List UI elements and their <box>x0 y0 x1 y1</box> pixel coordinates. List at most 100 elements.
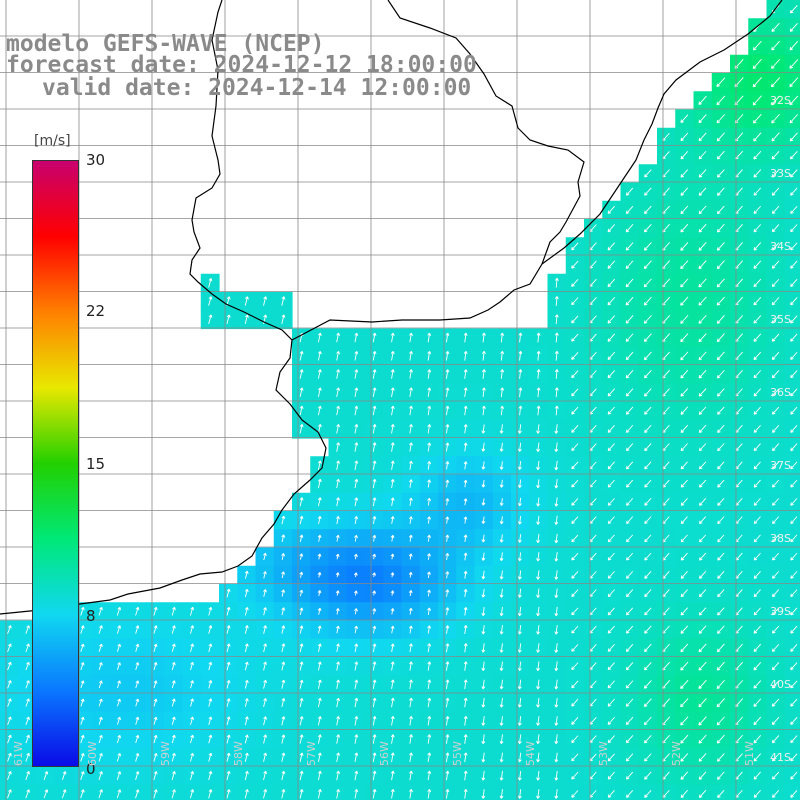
wind-speed-cell <box>784 255 800 275</box>
wind-arrow <box>554 479 559 489</box>
wind-arrow <box>98 662 103 670</box>
lon-label: 53W <box>597 741 610 766</box>
wind-arrow <box>517 770 522 781</box>
wind-arrow <box>698 242 707 251</box>
wind-arrow <box>299 716 304 726</box>
wind-speed-cell <box>784 164 800 184</box>
wind-arrow <box>680 443 688 452</box>
wind-arrow <box>772 552 780 561</box>
wind-arrow <box>790 388 798 397</box>
wind-arrow <box>244 570 249 579</box>
wind-arrow <box>263 789 268 799</box>
wind-arrow <box>717 625 725 634</box>
wind-arrow <box>317 716 322 726</box>
wind-arrow <box>116 606 122 616</box>
wind-arrow <box>463 752 468 763</box>
wind-arrow <box>408 625 413 634</box>
wind-arrow <box>753 461 761 470</box>
wind-arrow <box>536 387 541 398</box>
wind-arrow <box>445 679 450 690</box>
wind-arrow <box>481 461 486 470</box>
wind-arrow <box>336 734 340 744</box>
wind-arrow <box>190 680 194 689</box>
wind-arrow <box>698 589 707 598</box>
wind-arrow <box>226 752 231 762</box>
wind-arrow <box>499 789 504 799</box>
wind-arrow <box>625 716 634 726</box>
wind-speed-cell <box>784 711 800 731</box>
wind-arrow <box>644 516 652 525</box>
wind-arrow <box>372 572 377 578</box>
wind-arrow <box>408 590 413 596</box>
wind-arrow <box>500 332 505 343</box>
wind-speed-cell <box>784 584 800 603</box>
wind-arrow <box>390 369 395 379</box>
wind-arrow <box>698 679 707 690</box>
wind-arrow <box>445 498 450 506</box>
wind-arrow <box>554 460 559 471</box>
wind-arrow <box>607 534 615 543</box>
wind-arrow <box>753 388 762 397</box>
wind-arrow <box>626 790 634 798</box>
lon-label: 57W <box>305 741 318 766</box>
wind-speed-cell <box>675 784 695 800</box>
colorbar <box>32 160 79 767</box>
wind-arrow <box>499 552 504 562</box>
wind-arrow <box>372 478 377 489</box>
wind-arrow <box>698 114 707 124</box>
chart-title-model: modelo GEFS-WAVE (NCEP) <box>6 31 325 57</box>
wind-arrow <box>680 534 688 543</box>
wind-arrow <box>517 570 522 580</box>
wind-arrow <box>263 643 267 653</box>
wind-speed-cell <box>784 638 800 658</box>
wind-arrow <box>317 387 322 398</box>
wind-arrow <box>336 442 340 452</box>
wind-arrow <box>607 424 615 433</box>
lat-label: 35S <box>770 313 791 326</box>
wind-arrow <box>354 716 359 726</box>
wind-speed-cell <box>784 219 800 238</box>
wind-arrow <box>263 589 267 597</box>
wind-arrow <box>354 697 359 708</box>
wind-arrow <box>372 460 377 470</box>
wind-arrow <box>499 570 504 580</box>
wind-arrow <box>445 643 450 653</box>
wind-arrow <box>607 315 616 324</box>
wind-arrow <box>536 789 540 799</box>
wind-arrow <box>772 479 780 488</box>
colorbar-tick-label: 0 <box>86 760 96 778</box>
wind-arrow <box>427 460 432 470</box>
wind-arrow <box>481 534 486 543</box>
wind-arrow <box>607 278 616 288</box>
wind-arrow <box>390 516 395 524</box>
wind-arrow <box>698 296 707 306</box>
wind-arrow <box>189 789 195 799</box>
wind-arrow <box>208 296 213 306</box>
wind-arrow <box>354 369 359 379</box>
wind-arrow <box>625 662 634 671</box>
wind-arrow <box>790 370 798 379</box>
wind-arrow <box>336 697 340 708</box>
wind-arrow <box>299 589 304 597</box>
wind-arrow <box>116 716 121 725</box>
wind-arrow <box>644 187 652 196</box>
wind-arrow <box>372 442 377 452</box>
wind-arrow <box>753 552 761 561</box>
wind-arrow <box>171 716 176 725</box>
wind-arrow <box>153 698 158 707</box>
wind-arrow <box>135 643 140 652</box>
wind-arrow <box>445 387 450 398</box>
wind-arrow <box>281 625 286 634</box>
wind-arrow <box>680 753 689 762</box>
wind-arrow <box>299 515 304 525</box>
wind-arrow <box>517 515 522 525</box>
wind-arrow <box>153 771 158 780</box>
wind-speed-cell <box>748 784 768 800</box>
wind-arrow <box>771 388 780 397</box>
wind-arrow <box>299 643 304 653</box>
wind-arrow <box>499 498 504 506</box>
wind-arrow <box>717 187 725 196</box>
wind-arrow <box>680 589 688 598</box>
lon-label: 61W <box>12 741 25 766</box>
wind-arrow <box>771 698 780 707</box>
